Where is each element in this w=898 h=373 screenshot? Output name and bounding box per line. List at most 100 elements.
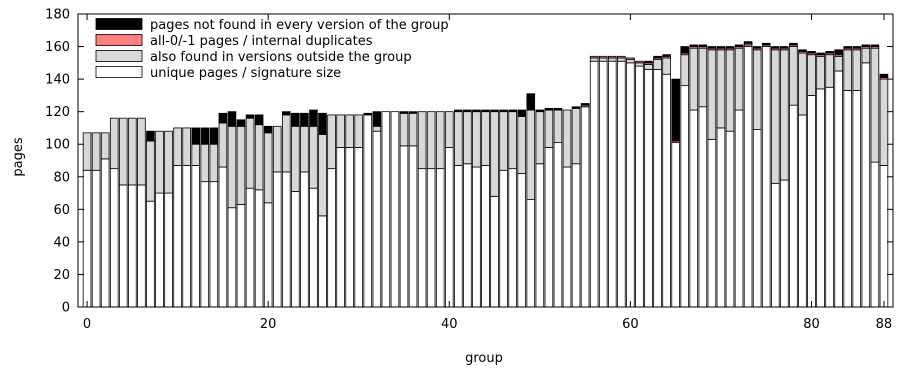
bar-segment-s1-g10 xyxy=(173,127,182,166)
bar-segment-s3-g52 xyxy=(553,108,563,111)
bar-segment-s0-g76 xyxy=(770,182,780,308)
bar-segment-s1-g67 xyxy=(689,47,699,111)
bar-segment-s3-g20 xyxy=(263,125,273,134)
bar-segment-s0-g19 xyxy=(254,189,264,308)
bar-segment-s3-g17 xyxy=(236,119,246,127)
bar-segment-s1-g46 xyxy=(499,111,508,171)
bar-segment-s0-g30 xyxy=(354,147,364,308)
bar-segment-s3-g87 xyxy=(870,44,880,47)
bar-segment-s3-g83 xyxy=(834,49,843,56)
bar-segment-s0-g8 xyxy=(155,192,164,308)
bar-segment-s1-g68 xyxy=(698,47,708,108)
legend-swatch-1 xyxy=(95,34,143,46)
bar-segment-s1-g18 xyxy=(245,117,255,189)
bar-segment-s1-g13 xyxy=(200,143,210,183)
bar-segment-s0-g82 xyxy=(825,86,834,308)
bar-segment-s3-g72 xyxy=(734,44,744,47)
y-tick-label-120: 120 xyxy=(45,105,70,120)
bar-segment-s0-g77 xyxy=(780,179,789,308)
bar-segment-s0-g61 xyxy=(635,65,644,308)
bar-segment-s0-g25 xyxy=(309,187,318,308)
bar-segment-s3-g22 xyxy=(281,111,291,116)
bar-segment-s0-g20 xyxy=(263,202,273,308)
bar-segment-s1-g59 xyxy=(617,57,626,62)
bar-segment-s1-g48 xyxy=(517,116,527,174)
bar-segment-s1-g29 xyxy=(345,114,354,148)
bar-segment-s0-g29 xyxy=(345,147,354,308)
bar-segment-s3-g77 xyxy=(780,46,789,49)
bar-segment-s1-g71 xyxy=(725,49,735,132)
bar-segment-s0-g46 xyxy=(499,169,508,308)
bar-segment-s0-g65 xyxy=(671,142,680,308)
y-tick-label-100: 100 xyxy=(45,138,70,153)
bar-segment-s1-g77 xyxy=(780,49,789,181)
bar-segment-s0-g51 xyxy=(544,147,554,308)
bar-segment-s1-g41 xyxy=(454,111,463,166)
bar-segment-s3-g80 xyxy=(807,51,816,54)
bar-segment-s1-g56 xyxy=(589,57,599,62)
legend-swatch-0 xyxy=(95,18,143,30)
x-tick-label-0: 0 xyxy=(83,317,91,332)
bar-segment-s0-g10 xyxy=(173,164,182,308)
bar-segment-s1-g25 xyxy=(309,125,318,189)
bar-segment-s0-g53 xyxy=(562,166,572,308)
bar-segment-s3-g50 xyxy=(535,109,545,113)
bar-segment-s1-g49 xyxy=(526,109,536,200)
bar-segment-s1-g47 xyxy=(508,111,517,170)
bar-segment-s3-g82 xyxy=(825,51,834,54)
bar-segment-s1-g15 xyxy=(218,122,228,168)
y-tick-label-140: 140 xyxy=(45,73,70,88)
bar-segment-s0-g50 xyxy=(535,163,545,308)
bar-segment-s3-g13 xyxy=(200,127,210,145)
bar-segment-s0-g13 xyxy=(200,181,210,308)
bar-segment-s3-g46 xyxy=(499,109,508,113)
bar-segment-s2-g60 xyxy=(626,57,635,60)
bar-segment-s3-g62 xyxy=(644,60,653,64)
bar-segment-s0-g66 xyxy=(680,85,690,308)
bar-segment-s3-g86 xyxy=(861,44,871,47)
bar-segment-s1-g72 xyxy=(734,47,744,111)
bar-segment-s0-g2 xyxy=(100,158,110,308)
bar-segment-s1-g14 xyxy=(209,143,219,183)
bar-segment-s1-g32 xyxy=(372,125,382,132)
bar-segment-s0-g54 xyxy=(571,163,581,308)
bar-segment-s0-g12 xyxy=(191,164,201,308)
bar-segment-s1-g42 xyxy=(463,111,472,165)
bar-segment-s1-g63 xyxy=(653,59,662,70)
bar-segment-s0-g62 xyxy=(644,68,653,308)
plot-frame xyxy=(77,13,894,308)
bar-segment-s0-g21 xyxy=(272,171,282,308)
bar-segment-s3-g79 xyxy=(798,49,807,52)
bar-segment-s2-g58 xyxy=(607,55,617,59)
bar-segment-s1-g23 xyxy=(291,125,300,192)
legend-label-2: also found in versions outside the group xyxy=(150,50,412,65)
bar-segment-s0-g9 xyxy=(164,192,173,308)
bar-segment-s1-g53 xyxy=(562,109,572,168)
bar-segment-s3-g14 xyxy=(209,127,219,145)
bar-segment-s3-g44 xyxy=(481,109,490,113)
x-tick-label-20: 20 xyxy=(260,317,277,332)
bar-segment-s3-g31 xyxy=(363,112,373,116)
bar-segment-s1-g30 xyxy=(354,114,364,148)
bar-segment-s3-g70 xyxy=(716,46,726,49)
bar-segment-s1-g2 xyxy=(100,132,110,160)
bar-segment-s0-g4 xyxy=(118,184,128,308)
bar-segment-s1-g43 xyxy=(472,111,481,168)
legend: pages not found in every version of the … xyxy=(95,18,449,81)
bar-segment-s3-g55 xyxy=(580,103,590,106)
bar-segment-s0-g64 xyxy=(662,73,671,308)
x-tick-label-40: 40 xyxy=(441,317,458,332)
bar-segment-s0-g58 xyxy=(607,60,617,308)
bar-segment-s1-g16 xyxy=(227,125,237,209)
bar-segment-s0-g23 xyxy=(291,191,300,308)
bar-segment-s0-g33 xyxy=(381,111,391,308)
bar-segment-s1-g17 xyxy=(236,125,246,205)
bar-segment-s0-g35 xyxy=(399,145,409,308)
bar-segment-s1-g85 xyxy=(852,49,862,91)
bar-segment-s0-g43 xyxy=(472,166,481,308)
bar-segment-s0-g42 xyxy=(463,163,472,308)
bar-segment-s0-g32 xyxy=(372,130,382,308)
bar-segment-s0-g36 xyxy=(408,145,418,308)
bar-segment-s1-g40 xyxy=(444,111,454,148)
bar-segment-s0-g38 xyxy=(426,168,436,308)
